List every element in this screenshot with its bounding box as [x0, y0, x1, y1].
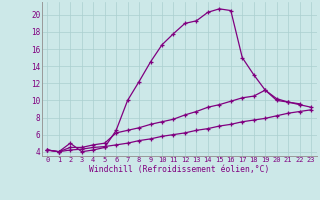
- X-axis label: Windchill (Refroidissement éolien,°C): Windchill (Refroidissement éolien,°C): [89, 165, 269, 174]
